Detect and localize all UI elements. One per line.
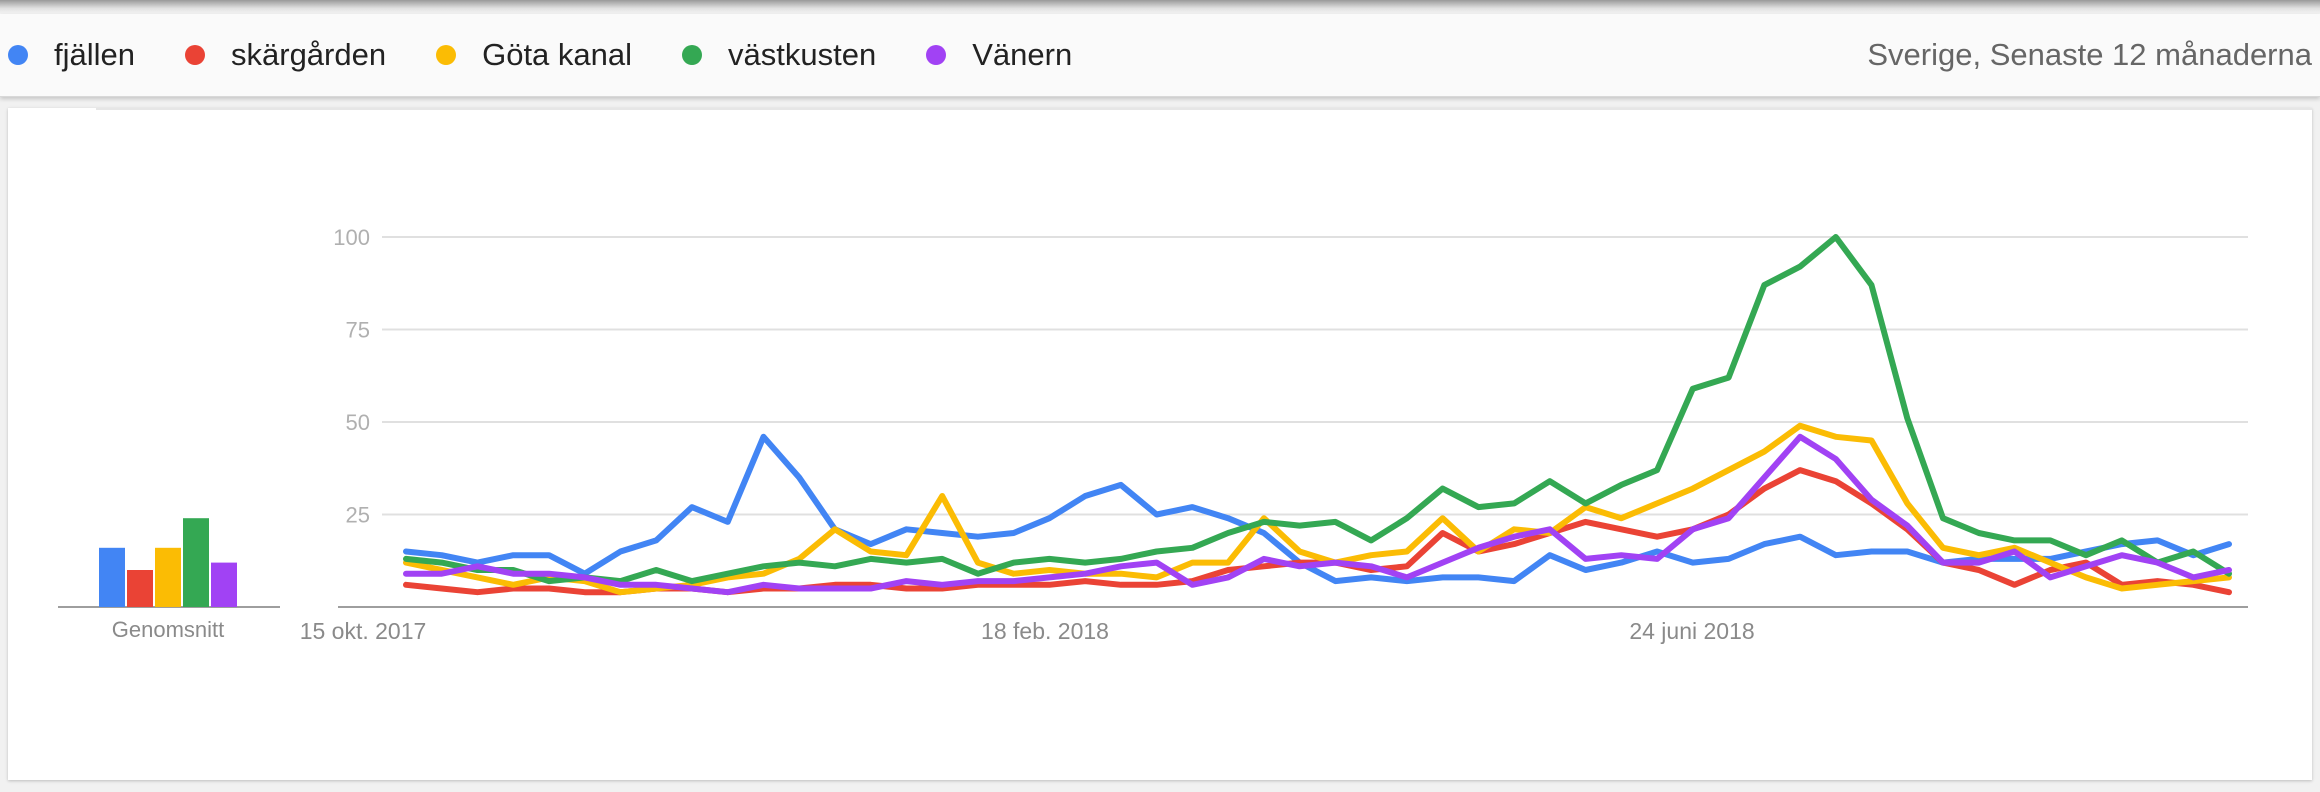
- legend-item-gota-kanal[interactable]: Göta kanal: [436, 37, 632, 73]
- legend-dot-vastkusten: [682, 45, 703, 65]
- x-tick-label: 15 okt. 2017: [300, 618, 427, 644]
- legend-label-vastkusten: västkusten: [728, 37, 877, 72]
- y-tick-label: 100: [333, 225, 370, 250]
- average-bar[interactable]: [183, 518, 209, 607]
- average-bar[interactable]: [155, 547, 181, 607]
- x-tick-label: 24 juni 2018: [1629, 618, 1754, 644]
- legend-dot-vanern: [926, 45, 947, 65]
- average-bar[interactable]: [127, 570, 153, 607]
- legend-dot-fjallen: [8, 45, 28, 65]
- y-tick-label: 50: [346, 410, 370, 435]
- legend-item-vanern[interactable]: Vänern: [926, 37, 1072, 73]
- legend-dot-skargarden: [185, 45, 205, 65]
- legend-label-fjallen: fjällen: [54, 37, 135, 72]
- series-line-4[interactable]: [403, 433, 2232, 596]
- series-line-2[interactable]: [403, 422, 2232, 596]
- legend-item-vastkusten[interactable]: västkusten: [682, 37, 876, 73]
- legend-label-vanern: Vänern: [972, 37, 1073, 72]
- legend-label-gota-kanal: Göta kanal: [482, 37, 633, 72]
- average-label: Genomsnitt: [112, 617, 225, 642]
- region-period-label[interactable]: Sverige, Senaste 12 månaderna: [1867, 37, 2312, 72]
- card-divider: [96, 108, 2312, 110]
- legend-item-skargarden[interactable]: skärgården: [185, 37, 386, 73]
- y-tick-label: 25: [346, 503, 370, 528]
- average-bar[interactable]: [99, 547, 125, 607]
- chart-card: 100 75 50 25 15 okt. 2017 18 feb. 2018 24 juni…: [8, 108, 2312, 780]
- series-line-3[interactable]: [403, 234, 2232, 585]
- series-line-0[interactable]: [403, 433, 2232, 585]
- legend-dot-gota-kanal: [436, 45, 457, 65]
- legend-bar: fjällen skärgården Göta kanal västkusten…: [0, 14, 2320, 97]
- top-shadow: [0, 0, 2320, 14]
- legend-label-skargarden: skärgården: [231, 37, 387, 72]
- interest-over-time-chart: 100 75 50 25 15 okt. 2017 18 feb. 2018 24 juni…: [58, 225, 2248, 644]
- x-tick-label: 18 feb. 2018: [981, 618, 1109, 644]
- average-bar[interactable]: [211, 562, 237, 607]
- y-tick-label: 75: [346, 318, 370, 343]
- legend-item-fjallen[interactable]: fjällen: [8, 37, 135, 73]
